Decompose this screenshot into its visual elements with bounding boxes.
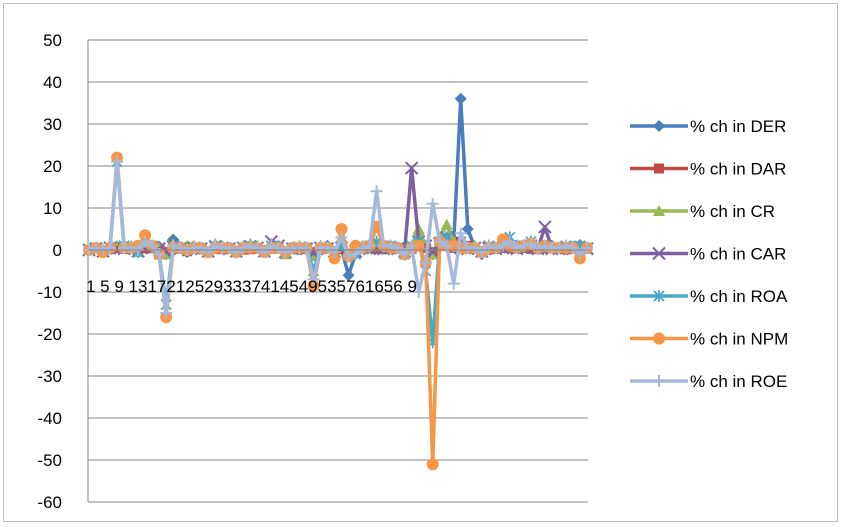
- data-point: [328, 252, 341, 265]
- data-point: [412, 239, 425, 252]
- data-point: [440, 218, 453, 230]
- data-point: [342, 269, 355, 282]
- data-point: [174, 241, 187, 254]
- data-point: [300, 241, 313, 254]
- data-point: [125, 241, 138, 254]
- data-point: [426, 197, 439, 210]
- data-point: [524, 237, 537, 250]
- data-point: [202, 246, 215, 259]
- data-point: [370, 185, 383, 198]
- data-point: [160, 307, 173, 319]
- legend-label: % ch in DAR: [690, 160, 786, 179]
- data-point: [251, 241, 264, 254]
- data-point: [653, 375, 665, 387]
- y-tick-label: 30: [43, 115, 62, 134]
- data-point: [503, 235, 516, 248]
- y-tick-label: 10: [43, 199, 62, 218]
- data-point: [279, 246, 292, 259]
- data-point: [335, 223, 348, 235]
- y-tick-label: -20: [37, 325, 62, 344]
- data-point: [237, 241, 250, 254]
- x-axis: 1 5 9 13172125293337414549535761656 9: [86, 249, 588, 296]
- data-point: [653, 120, 665, 132]
- data-point: [391, 241, 404, 254]
- data-point: [538, 220, 552, 234]
- data-point: [653, 332, 665, 345]
- legend-label: % ch in ROE: [690, 372, 787, 391]
- x-tick-labels: 1 5 9 13172125293337414549535761656 9: [86, 277, 417, 296]
- data-point: [489, 241, 502, 254]
- y-tick-label: -60: [37, 493, 62, 512]
- legend-item: % ch in CAR: [630, 245, 786, 264]
- legend-item: % ch in ROA: [630, 287, 788, 306]
- legend-item: % ch in ROE: [630, 372, 787, 391]
- data-point: [307, 279, 320, 292]
- y-tick-label: -10: [37, 283, 62, 302]
- data-point: [419, 256, 432, 269]
- data-point: [90, 241, 103, 254]
- data-point: [335, 231, 348, 244]
- data-point: [321, 241, 334, 254]
- legend-label: % ch in NPM: [690, 330, 788, 349]
- data-point: [468, 241, 481, 254]
- data-point: [454, 92, 467, 105]
- data-point: [412, 286, 425, 298]
- data-point: [653, 205, 665, 216]
- y-tick-label: -30: [37, 367, 62, 386]
- data-point: [258, 246, 271, 259]
- legend-item: % ch in CR: [630, 202, 775, 221]
- y-tick-label: -50: [37, 451, 62, 470]
- data-point: [111, 155, 124, 168]
- legend-item: % ch in DER: [630, 117, 786, 136]
- data-point: [426, 458, 439, 471]
- data-point: [307, 273, 320, 286]
- data-point: [531, 241, 544, 254]
- data-point: [652, 246, 666, 261]
- legend-label: % ch in DER: [690, 117, 786, 136]
- y-tick-label: 20: [43, 157, 62, 176]
- data-point: [139, 235, 152, 248]
- data-point: [454, 227, 467, 240]
- data-point: [433, 235, 446, 248]
- series-5: [83, 151, 593, 471]
- y-tick-label: 40: [43, 73, 62, 92]
- data-point: [461, 223, 474, 235]
- data-point: [356, 241, 369, 254]
- data-point: [653, 290, 665, 302]
- data-point: [230, 246, 243, 259]
- data-point: [581, 241, 593, 254]
- data-point: [475, 246, 488, 259]
- y-axis-ticks: 50 40 30 20 10 0 -10 -20 -30 -40 -50 -60: [37, 31, 62, 512]
- data-point: [552, 241, 565, 254]
- y-tick-label: 50: [43, 31, 62, 50]
- data-point: [404, 161, 419, 175]
- legend-label: % ch in CAR: [690, 245, 786, 264]
- data-point: [510, 241, 523, 254]
- data-point: [566, 241, 579, 254]
- data-point: [139, 229, 152, 242]
- legend-label: % ch in ROA: [690, 287, 788, 306]
- data-point: [104, 241, 117, 254]
- data-point: [272, 241, 285, 254]
- data-point: [195, 241, 208, 254]
- data-point: [447, 277, 460, 290]
- data-point: [223, 241, 236, 254]
- legend-label: % ch in CR: [690, 202, 775, 221]
- legend-item: % ch in DAR: [630, 160, 786, 179]
- data-point: [654, 163, 664, 174]
- y-tick-label: 0: [53, 241, 62, 260]
- y-tick-label: -40: [37, 409, 62, 428]
- legend: % ch in DER % ch in DAR % ch in CR % ch in …: [630, 117, 788, 391]
- legend-item: % ch in NPM: [630, 330, 788, 349]
- data-point: [342, 250, 355, 263]
- data-point: [328, 246, 341, 259]
